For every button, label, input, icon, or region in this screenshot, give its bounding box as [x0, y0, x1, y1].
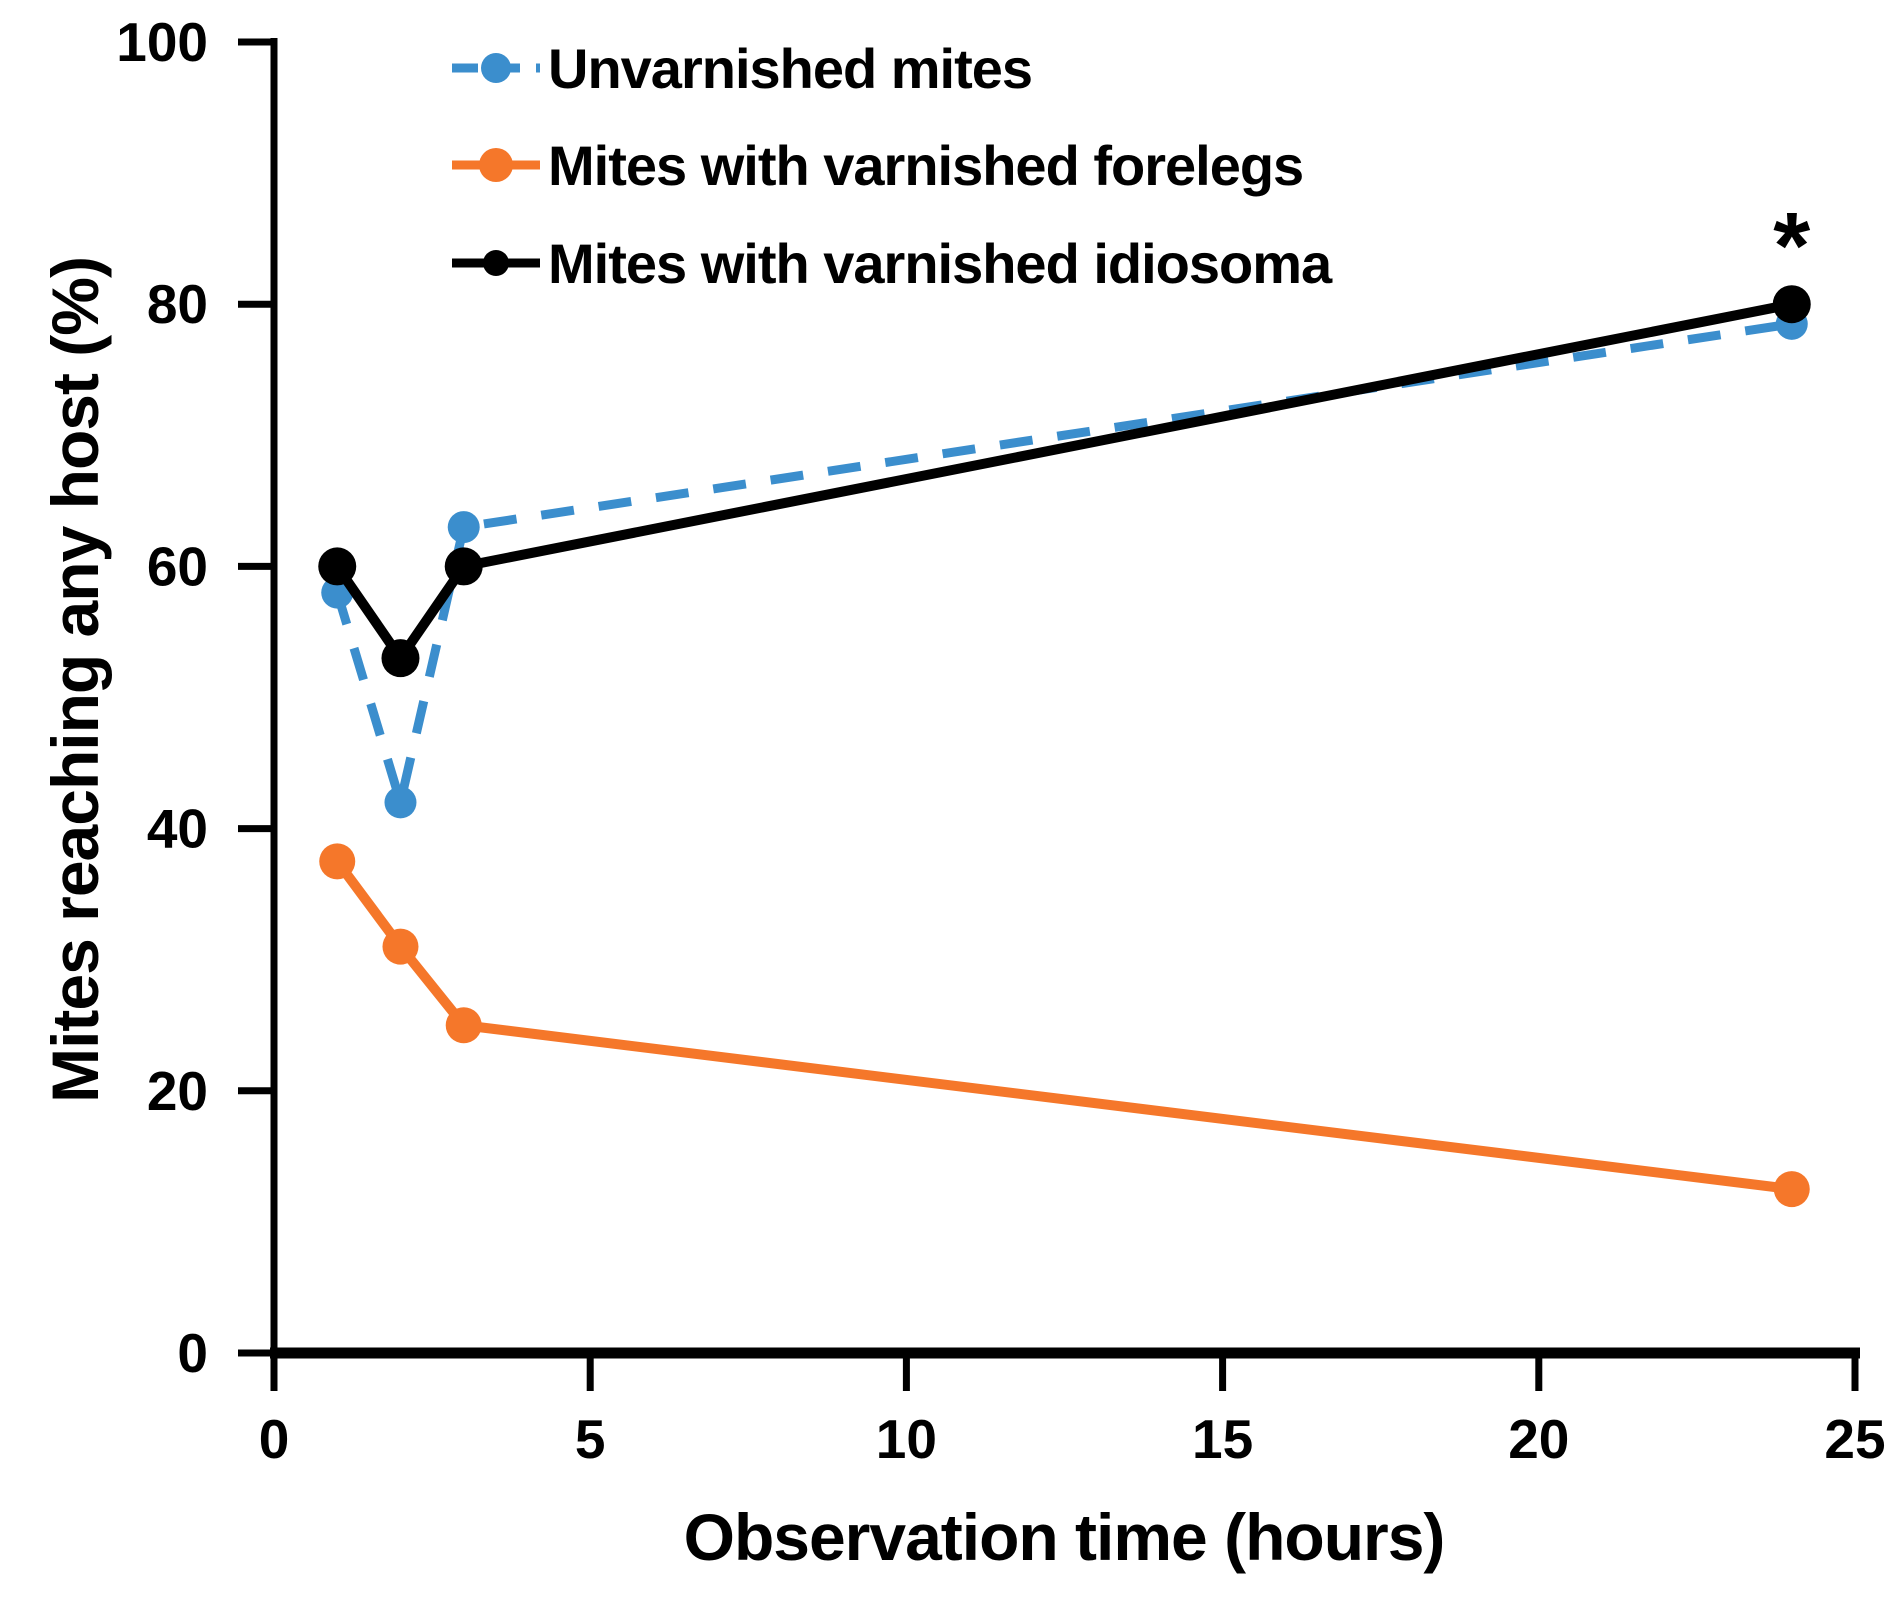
y-tick-label: 60: [147, 535, 208, 597]
x-tick-label: 15: [1192, 1408, 1253, 1470]
series-point-unvarnished-mites-2h: [384, 786, 417, 819]
x-tick-label: 5: [575, 1408, 606, 1470]
legend-label-mites-with-varnished-idiosoma: Mites with varnished idiosoma: [548, 232, 1333, 295]
y-axis-title: Mites reaching any host (%): [38, 257, 112, 1103]
series-line-mites-with-varnished-forelegs: [333, 858, 1793, 1195]
legend: Unvarnished mites Mites with varnished fo…: [452, 37, 1334, 295]
series-point-mites-with-varnished-idiosoma-3h: [444, 547, 483, 586]
x-tick-label: 10: [876, 1408, 937, 1470]
series-line-mites-with-varnished-idiosoma: [333, 299, 1793, 667]
series-point-mites-with-varnished-forelegs-2h: [382, 928, 419, 965]
data-series: [318, 285, 1811, 1208]
series-point-mites-with-varnished-idiosoma-24h: [1772, 285, 1811, 324]
annotations: *: [1773, 193, 1810, 299]
y-tick-label: 80: [147, 273, 208, 335]
series-point-mites-with-varnished-idiosoma-1h: [318, 547, 357, 586]
series-point-mites-with-varnished-forelegs-24h: [1773, 1171, 1810, 1208]
x-axis-title: Observation time (hours): [684, 1500, 1445, 1574]
series-point-unvarnished-mites-3h: [447, 511, 480, 544]
legend-label-unvarnished-mites: Unvarnished mites: [548, 37, 1032, 100]
legend-marker-dot-mites-with-varnished-idiosoma: [483, 250, 509, 276]
series-point-mites-with-varnished-idiosoma-2h: [381, 639, 420, 678]
y-tick-label: 0: [177, 1322, 208, 1384]
axes: 0 20 40 60 80 100 0 5 10 15 20 25: [116, 11, 1885, 1470]
y-tick-label: 100: [116, 11, 208, 73]
series-point-mites-with-varnished-forelegs-3h: [445, 1007, 482, 1044]
legend-marker-dot-unvarnished-mites: [481, 53, 511, 83]
significance-asterisk: *: [1773, 193, 1810, 299]
x-tick-label: 0: [259, 1408, 290, 1470]
series-line-unvarnished-mites: [332, 319, 1793, 820]
legend-marker-dot-mites-with-varnished-forelegs: [479, 148, 513, 182]
y-tick-label: 20: [147, 1060, 208, 1122]
x-tick-label: 20: [1508, 1408, 1569, 1470]
series-point-mites-with-varnished-forelegs-1h: [319, 843, 356, 880]
legend-label-mites-with-varnished-forelegs: Mites with varnished forelegs: [548, 134, 1303, 197]
x-tick-label: 25: [1824, 1408, 1885, 1470]
y-tick-label: 40: [147, 798, 208, 860]
